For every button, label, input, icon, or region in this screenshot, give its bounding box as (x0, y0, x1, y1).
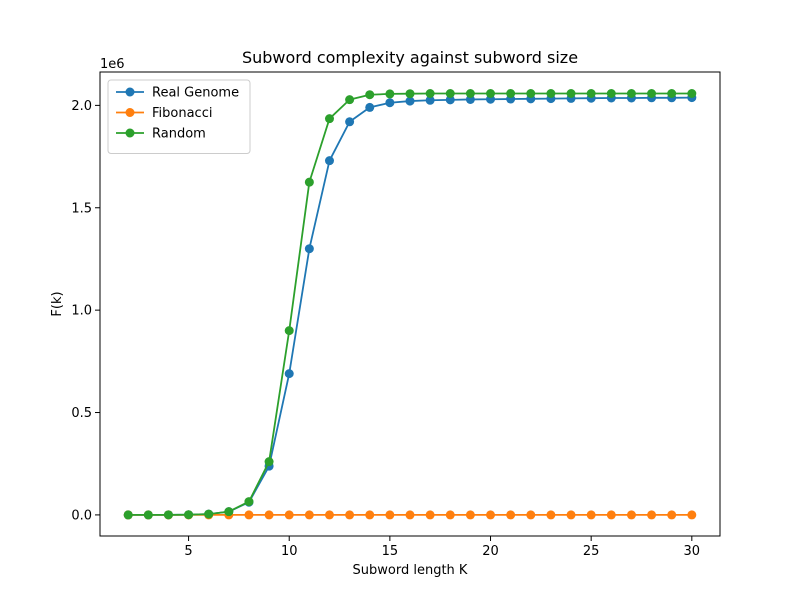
data-point-random (586, 89, 596, 99)
data-point-real-genome (405, 96, 415, 106)
y-axis-label: F(k) (50, 291, 65, 316)
data-point-random (244, 497, 254, 507)
data-point-random (345, 95, 355, 105)
x-tick-label: 5 (184, 544, 192, 559)
data-point-fibonacci (626, 510, 636, 520)
legend-marker (125, 108, 135, 117)
x-tick-label: 10 (281, 544, 298, 559)
legend-marker (125, 87, 135, 97)
data-point-random (204, 509, 214, 519)
data-point-fibonacci (667, 510, 677, 520)
x-tick-label: 30 (684, 544, 701, 559)
data-point-fibonacci (324, 510, 334, 520)
data-point-fibonacci (385, 510, 395, 520)
data-point-random (224, 507, 234, 517)
data-point-random (506, 89, 516, 99)
x-axis-label: Subword length K (353, 563, 468, 578)
legend-label: Random (152, 127, 206, 142)
data-point-fibonacci (606, 510, 616, 520)
data-point-random (486, 89, 496, 99)
data-point-random (284, 326, 294, 336)
y-tick-label: 0.0 (71, 508, 92, 523)
data-point-random (546, 89, 556, 99)
data-point-real-genome (304, 244, 314, 254)
data-point-fibonacci (345, 510, 355, 520)
data-point-fibonacci (425, 510, 435, 520)
data-point-random (385, 89, 395, 99)
y-offset-label: 1e6 (100, 57, 125, 72)
legend-label: Fibonacci (152, 106, 212, 121)
legend-marker (125, 128, 135, 138)
data-point-random (526, 89, 536, 99)
data-point-real-genome (445, 95, 455, 105)
x-tick-label: 25 (583, 544, 600, 559)
data-point-random (667, 89, 677, 99)
legend-box (107, 79, 251, 154)
data-point-random (163, 510, 173, 520)
legend-label: Real Genome (152, 86, 239, 101)
data-point-fibonacci (244, 510, 254, 520)
data-point-real-genome (365, 102, 375, 112)
data-point-fibonacci (506, 510, 516, 520)
axes-frame (99, 71, 721, 537)
data-point-random (606, 89, 616, 99)
data-point-random (626, 89, 636, 99)
data-point-random (365, 90, 375, 100)
data-point-fibonacci (486, 510, 496, 520)
data-point-real-genome (345, 117, 355, 127)
data-point-random (647, 89, 657, 99)
data-point-fibonacci (284, 510, 294, 520)
data-point-random (143, 510, 153, 520)
data-point-random (425, 89, 435, 99)
data-point-random (304, 177, 314, 187)
y-tick-label: 2.0 (71, 99, 92, 114)
data-point-fibonacci (586, 510, 596, 520)
y-tick-label: 1.0 (71, 304, 92, 319)
chart-title: Subword complexity against subword size (242, 48, 578, 67)
data-point-random (405, 89, 415, 99)
data-point-random (123, 510, 133, 520)
data-point-fibonacci (687, 510, 697, 520)
data-point-real-genome (425, 95, 435, 105)
data-point-fibonacci (304, 510, 314, 520)
data-point-random (324, 114, 334, 124)
y-tick-label: 1.5 (71, 201, 92, 216)
data-point-real-genome (284, 369, 294, 379)
data-point-random (264, 457, 274, 467)
data-point-fibonacci (566, 510, 576, 520)
data-point-real-genome (385, 98, 395, 108)
data-point-fibonacci (445, 510, 455, 520)
x-tick-label: 15 (382, 544, 399, 559)
data-point-random (566, 89, 576, 99)
data-point-random (184, 510, 194, 520)
data-point-fibonacci (647, 510, 657, 520)
x-tick-label: 20 (482, 544, 499, 559)
data-point-random (445, 89, 455, 99)
data-point-random (465, 89, 475, 99)
data-point-fibonacci (526, 510, 536, 520)
y-tick-label: 0.5 (71, 406, 92, 421)
data-point-fibonacci (546, 510, 556, 520)
data-point-fibonacci (365, 510, 375, 520)
data-point-random (687, 89, 697, 99)
data-point-fibonacci (264, 510, 274, 520)
data-point-fibonacci (465, 510, 475, 520)
data-point-real-genome (324, 156, 334, 166)
plot-area: 5 10 15 20 25 30 0.0 0.5 1.0 1.5 2.0 Real Genome Fib… (71, 71, 721, 559)
data-point-fibonacci (405, 510, 415, 520)
